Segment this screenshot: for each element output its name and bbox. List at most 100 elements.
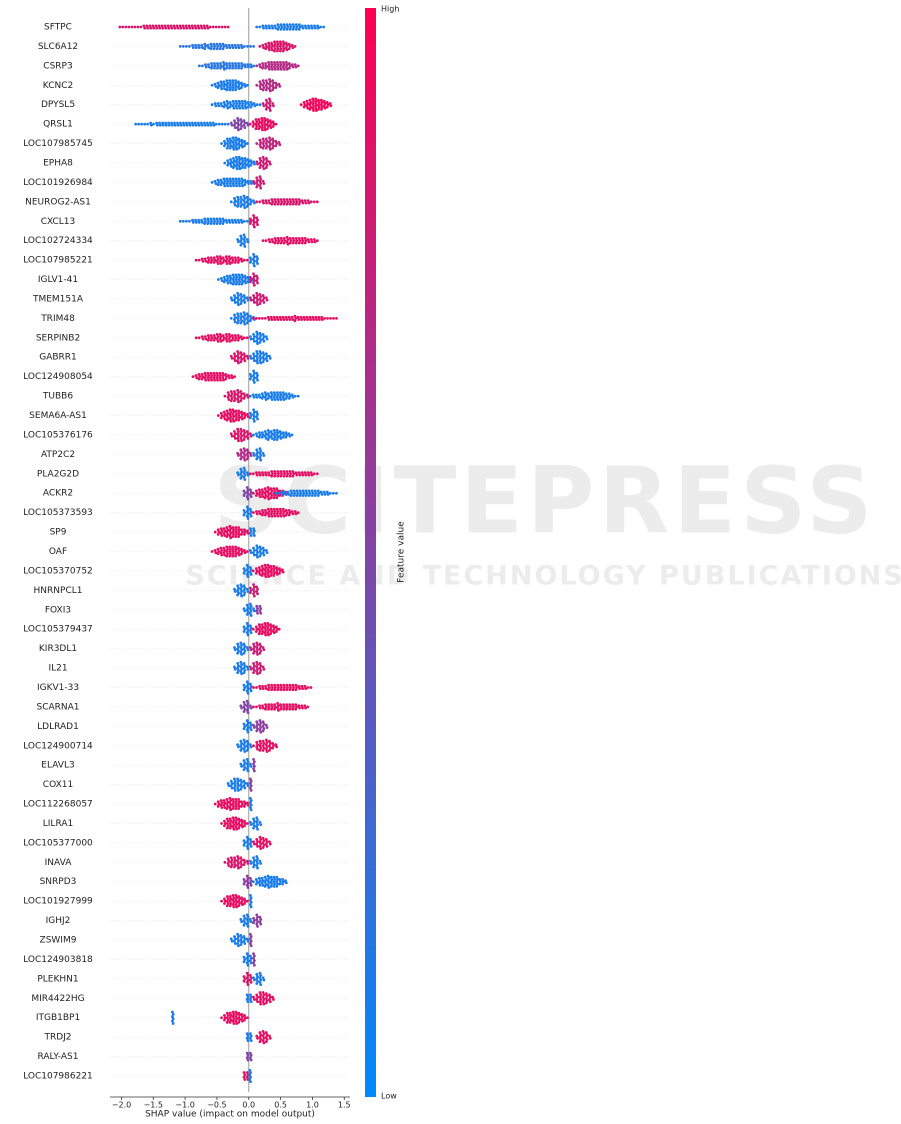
swarm-dot <box>239 399 243 403</box>
swarm-dot <box>247 278 251 281</box>
swarm-dot <box>299 315 303 319</box>
swarm-dot <box>246 920 250 924</box>
swarm-dot <box>272 626 276 630</box>
swarm-dot <box>196 121 200 125</box>
colorbar-low: Low <box>381 1092 397 1101</box>
swarm-dot <box>234 550 237 553</box>
swarm-dot <box>268 739 271 743</box>
swarm-dot <box>240 182 244 185</box>
swarm-dot <box>248 280 252 284</box>
swarm-dot <box>233 199 237 203</box>
swarm-dot <box>274 122 278 126</box>
swarm-dot <box>240 66 243 70</box>
swarm-dot <box>245 626 249 630</box>
swarm-dot <box>243 530 247 534</box>
swarm-dot <box>267 318 271 321</box>
swarm-dot <box>249 45 252 48</box>
swarm-dot <box>236 584 240 588</box>
swarm-dot <box>233 121 237 125</box>
swarm-dot <box>248 743 252 747</box>
swarm-dot <box>312 99 315 103</box>
swarm-dot <box>276 45 279 48</box>
swarm-dot <box>237 1011 241 1015</box>
swarm-dot <box>221 42 225 46</box>
swarm-dot <box>265 45 268 48</box>
swarm-dot <box>243 416 246 420</box>
swarm-dot <box>261 128 264 132</box>
swarm-dot <box>261 142 265 145</box>
swarm-dot <box>240 64 244 68</box>
swarm-dot <box>216 86 220 89</box>
swarm-dot <box>272 81 275 85</box>
swarm-dot <box>240 319 244 323</box>
swarm-dot <box>268 97 271 101</box>
swarm-dot <box>227 43 231 47</box>
swarm-dot <box>164 123 168 127</box>
swarm-dot <box>261 351 265 355</box>
swarm-dot <box>246 721 250 725</box>
swarm-dot <box>285 202 289 206</box>
swarm-dot <box>288 23 292 27</box>
swarm-dot <box>246 706 250 710</box>
swarm-dot <box>271 137 275 141</box>
swarm-dot <box>262 104 266 108</box>
swarm-dot <box>268 85 272 88</box>
swarm-dot <box>237 80 240 84</box>
swarm-dot <box>249 648 253 652</box>
swarm-dot <box>235 896 239 900</box>
swarm-dot <box>243 468 247 472</box>
swarm-dot <box>236 671 240 675</box>
swarm-dot <box>237 62 240 65</box>
swarm-dot <box>257 876 261 880</box>
x-tick-label: −1.0 <box>175 1101 194 1110</box>
swarm-dot <box>249 534 253 537</box>
swarm-dot <box>254 630 258 633</box>
swarm-dot <box>262 978 266 982</box>
swarm-dot <box>152 26 156 30</box>
swarm-dot <box>233 865 236 869</box>
swarm-dot <box>261 451 265 455</box>
swarm-dot <box>236 432 240 436</box>
swarm-dot <box>243 458 247 462</box>
swarm-dot <box>258 359 262 363</box>
swarm-dot <box>248 451 252 455</box>
swarm-dot <box>243 724 247 728</box>
swarm-dot <box>252 279 256 283</box>
swarm-cluster <box>245 1051 253 1062</box>
swarm-dot <box>225 554 229 558</box>
swarm-dot <box>254 127 258 131</box>
swarm-dot <box>276 393 280 397</box>
swarm-dot <box>222 65 225 69</box>
swarm-dot <box>264 62 267 65</box>
swarm-dot <box>293 491 297 495</box>
swarm-dot <box>248 993 252 997</box>
swarm-dot <box>249 626 253 630</box>
swarm-dot <box>246 507 250 511</box>
swarm-dot <box>246 516 250 520</box>
swarm-dot <box>264 436 268 440</box>
swarm-dot <box>243 664 247 668</box>
swarm-dot <box>248 820 252 824</box>
swarm-dot <box>238 162 242 166</box>
swarm-dot <box>255 650 259 654</box>
swarm-cluster <box>255 78 282 93</box>
swarm-dot <box>246 667 250 671</box>
swarm-dot <box>226 25 230 29</box>
swarm-dot <box>249 862 253 865</box>
swarm-dot <box>273 67 277 71</box>
swarm-dot <box>225 895 229 898</box>
swarm-dot <box>142 24 146 28</box>
swarm-dot <box>287 492 291 496</box>
swarm-dot <box>229 547 232 551</box>
swarm-dot <box>249 495 253 499</box>
swarm-dot <box>288 45 292 48</box>
swarm-dot <box>234 273 238 277</box>
swarm-dot <box>225 79 229 83</box>
swarm-dot <box>292 472 296 476</box>
swarm-dot <box>234 1010 238 1014</box>
swarm-dot <box>248 646 252 649</box>
swarm-dot <box>161 121 164 125</box>
swarm-dot <box>275 142 279 145</box>
swarm-dot <box>252 223 255 227</box>
swarm-dot <box>243 99 247 103</box>
